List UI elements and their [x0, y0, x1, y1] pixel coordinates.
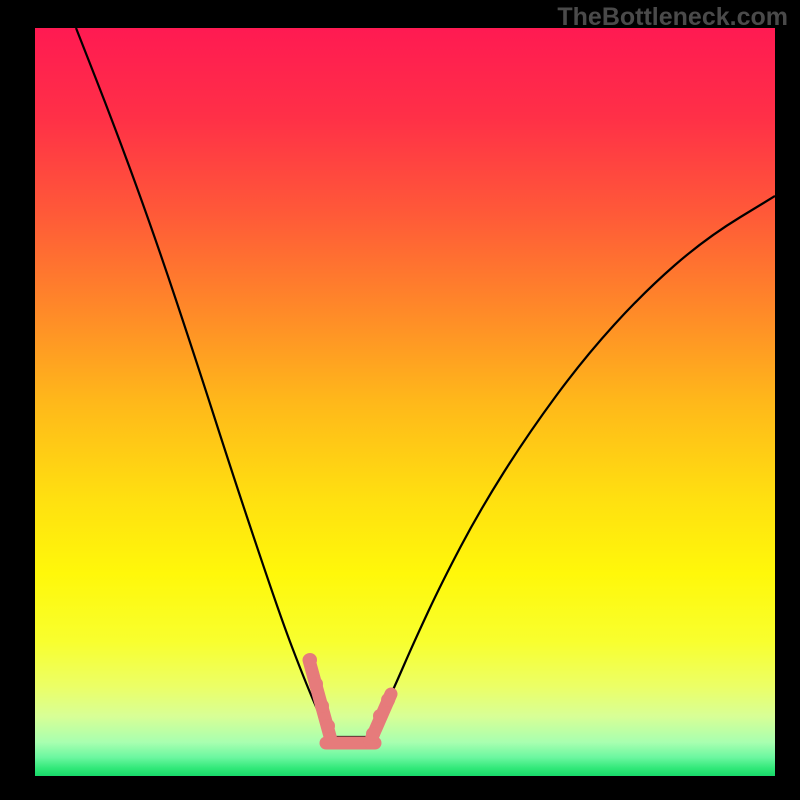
- chart-svg: [0, 0, 800, 800]
- watermark-text: TheBottleneck.com: [557, 3, 788, 32]
